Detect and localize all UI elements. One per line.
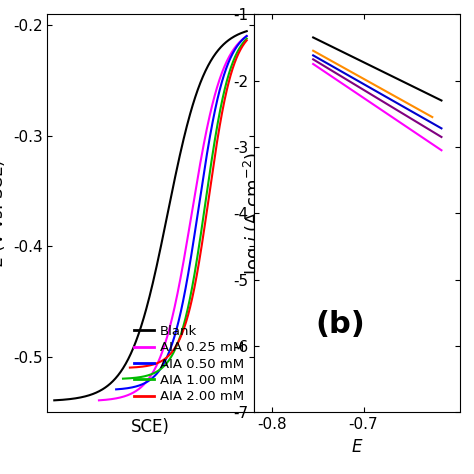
Text: log $i$ (A cm$^{-2}$): log $i$ (A cm$^{-2}$): [242, 152, 265, 275]
X-axis label: E: E: [351, 438, 362, 456]
Text: (b): (b): [315, 310, 365, 339]
X-axis label: SCE): SCE): [131, 418, 170, 436]
Y-axis label: $E$ (V vs. SCE): $E$ (V vs. SCE): [0, 159, 7, 267]
Legend: Blank, AIA 0.25 mM, AIA 0.50 mM, AIA 1.00 mM, AIA 2.00 mM: Blank, AIA 0.25 mM, AIA 0.50 mM, AIA 1.0…: [131, 322, 247, 406]
